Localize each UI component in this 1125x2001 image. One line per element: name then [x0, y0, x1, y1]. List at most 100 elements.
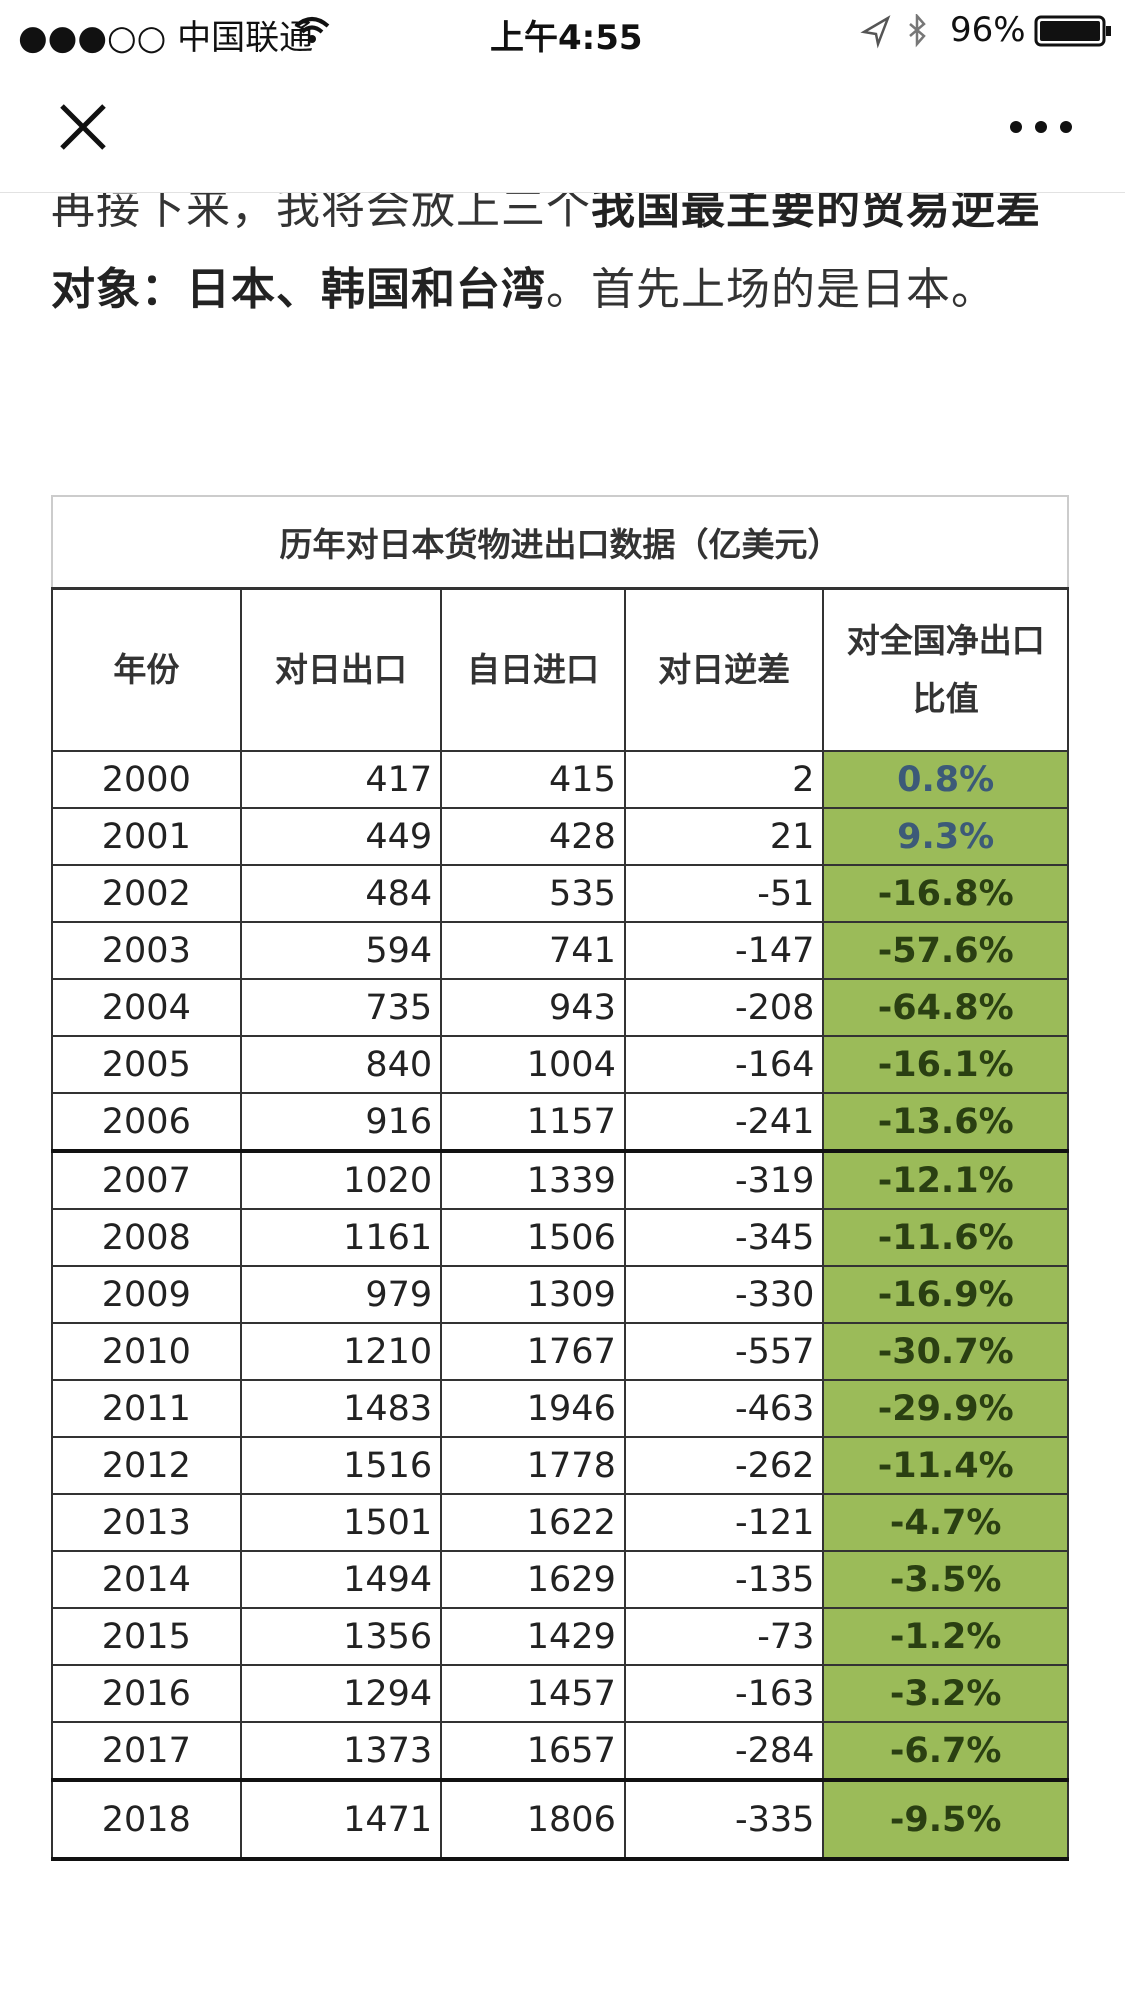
table-cell: 741 — [440, 921, 626, 980]
table-cell: -11.4% — [822, 1436, 1069, 1495]
table-cell: 1629 — [440, 1550, 626, 1609]
table-cell: -16.9% — [822, 1265, 1069, 1324]
table-cell: -12.1% — [822, 1150, 1069, 1210]
table-cell: -51 — [623, 864, 825, 923]
table-cell: -1.2% — [822, 1607, 1069, 1666]
data-row: 2006 916 1157 -241 -13.6% — [51, 1092, 1069, 1153]
table-cell: 1767 — [440, 1322, 626, 1381]
table-cell: 2003 — [51, 921, 242, 980]
table-cell: 535 — [440, 864, 626, 923]
table-cell: -11.6% — [822, 1208, 1069, 1267]
table-cell: -57.6% — [822, 921, 1069, 980]
clock: 上午4:55 — [490, 18, 643, 58]
table-cell: 2013 — [51, 1493, 242, 1552]
table-cell: 916 — [239, 1092, 443, 1153]
data-row: 2017 1373 1657 -284 -6.7% — [51, 1721, 1069, 1782]
table-cell: -164 — [623, 1035, 825, 1094]
table-cell: 1004 — [440, 1035, 626, 1094]
column-header: 自日进口 — [440, 587, 626, 752]
data-row: 2010 1210 1767 -557 -30.7% — [51, 1322, 1069, 1381]
more-button[interactable] — [1008, 118, 1074, 136]
table-cell: 1657 — [440, 1721, 626, 1782]
table-cell: 979 — [239, 1265, 443, 1324]
wifi-icon — [294, 17, 330, 43]
table-cell: 417 — [239, 750, 443, 809]
table-cell: -4.7% — [822, 1493, 1069, 1552]
data-row: 2005 840 1004 -164 -16.1% — [51, 1035, 1069, 1094]
table-cell: 2 — [623, 750, 825, 809]
close-button[interactable] — [58, 102, 108, 152]
table-cell: -463 — [623, 1379, 825, 1438]
table-cell: 2001 — [51, 807, 242, 866]
table-cell: 1501 — [239, 1493, 443, 1552]
battery-icon — [1034, 15, 1111, 47]
table-cell: 2012 — [51, 1436, 242, 1495]
data-row: 2008 1161 1506 -345 -11.6% — [51, 1208, 1069, 1267]
table-cell: -64.8% — [822, 978, 1069, 1037]
table-cell: 1622 — [440, 1493, 626, 1552]
table-cell: 2004 — [51, 978, 242, 1037]
data-row: 2007 1020 1339 -319 -12.1% — [51, 1150, 1069, 1210]
data-row: 2011 1483 1946 -463 -29.9% — [51, 1379, 1069, 1438]
data-row: 2000 417 415 2 0.8% — [51, 750, 1069, 809]
table-cell: -29.9% — [822, 1379, 1069, 1438]
table-cell: 1339 — [440, 1150, 626, 1210]
table-cell: -284 — [623, 1721, 825, 1782]
battery-percent: 96% — [950, 10, 1026, 50]
table-cell: 1457 — [440, 1664, 626, 1723]
table-cell: 840 — [239, 1035, 443, 1094]
table-cell: 2005 — [51, 1035, 242, 1094]
table-cell: 1309 — [440, 1265, 626, 1324]
table-cell: 943 — [440, 978, 626, 1037]
location-bluetooth-icons — [860, 14, 926, 49]
carrier: ●●●○○ 中国联通 — [18, 18, 314, 58]
table-cell: 1516 — [239, 1436, 443, 1495]
table-cell: 2010 — [51, 1322, 242, 1381]
table-cell: -163 — [623, 1664, 825, 1723]
table-cell: -557 — [623, 1322, 825, 1381]
table-cell: 2006 — [51, 1092, 242, 1153]
table-cell: 449 — [239, 807, 443, 866]
table-cell: 484 — [239, 864, 443, 923]
data-row: 2016 1294 1457 -163 -3.2% — [51, 1664, 1069, 1723]
data-row: 2013 1501 1622 -121 -4.7% — [51, 1493, 1069, 1552]
status-bar: ●●●○○ 中国联通 上午4:55 96% — [0, 0, 1125, 64]
table-cell: -147 — [623, 921, 825, 980]
table-cell: -319 — [623, 1150, 825, 1210]
table-cell: -73 — [623, 1607, 825, 1666]
table-cell: -262 — [623, 1436, 825, 1495]
data-row: 2009 979 1309 -330 -16.9% — [51, 1265, 1069, 1324]
table-cell: 2002 — [51, 864, 242, 923]
text: 。首先上场的是日本。 — [546, 264, 996, 315]
table-cell: 415 — [440, 750, 626, 809]
table-cell: -330 — [623, 1265, 825, 1324]
title-row: 历年对日本货物进出口数据（亿美元） — [51, 495, 1069, 590]
nav-bar — [0, 64, 1125, 193]
table-cell: 2007 — [51, 1150, 242, 1210]
data-row: 2018 1471 1806 -335 -9.5% — [51, 1779, 1069, 1861]
table-cell: 1506 — [440, 1208, 626, 1267]
table-cell: -345 — [623, 1208, 825, 1267]
table-cell: 2018 — [51, 1779, 242, 1861]
table-cell: 1806 — [440, 1779, 626, 1861]
table-cell: -121 — [623, 1493, 825, 1552]
table-cell: 2017 — [51, 1721, 242, 1782]
column-header: 年份 — [51, 587, 242, 752]
data-row: 2004 735 943 -208 -64.8% — [51, 978, 1069, 1037]
data-row: 2003 594 741 -147 -57.6% — [51, 921, 1069, 980]
table-cell: -9.5% — [822, 1779, 1069, 1861]
table-cell: -335 — [623, 1779, 825, 1861]
table-cell: 2008 — [51, 1208, 242, 1267]
table-cell: 2015 — [51, 1607, 242, 1666]
table-cell: -13.6% — [822, 1092, 1069, 1153]
header-row: 年份 对日出口 自日进口 对日逆差 对全国净出口比值 — [51, 587, 1069, 752]
table-cell: 1778 — [440, 1436, 626, 1495]
table-cell: 1161 — [239, 1208, 443, 1267]
table-cell: 0.8% — [822, 750, 1069, 809]
table-cell: 428 — [440, 807, 626, 866]
table-cell: 2011 — [51, 1379, 242, 1438]
data-row: 2014 1494 1629 -135 -3.5% — [51, 1550, 1069, 1609]
table-cell: 735 — [239, 978, 443, 1037]
table-cell: 1294 — [239, 1664, 443, 1723]
